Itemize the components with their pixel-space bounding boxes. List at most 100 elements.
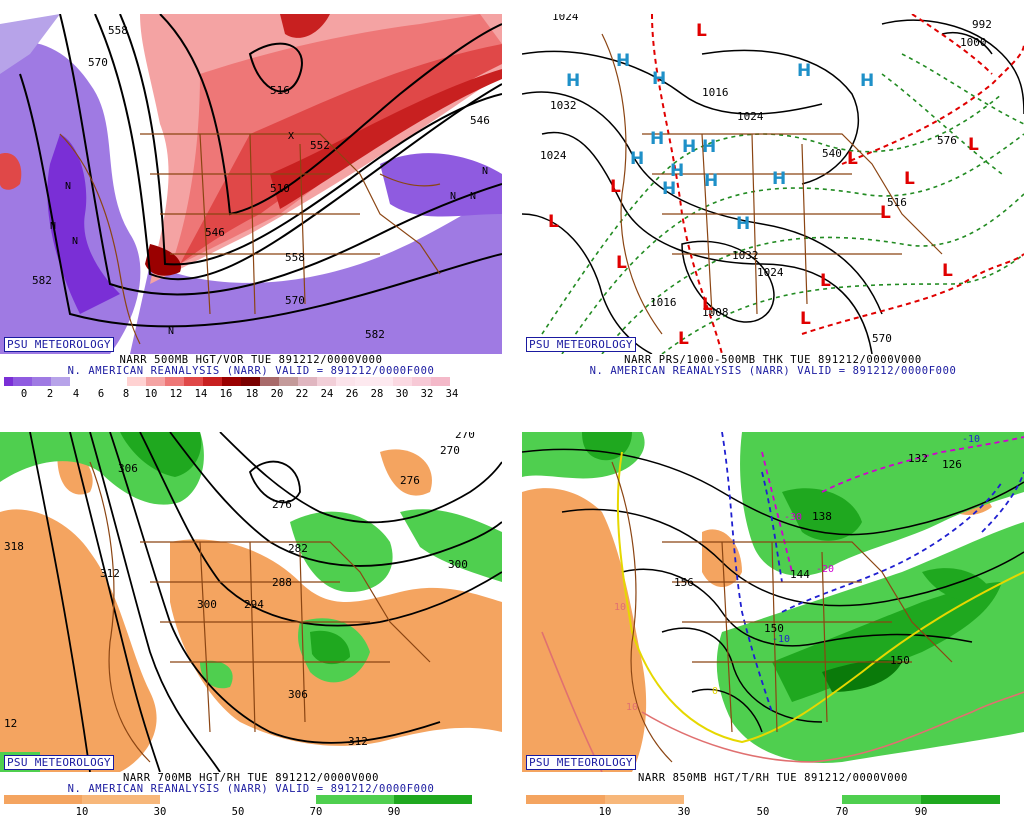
psu-badge: PSU METEOROLOGY	[4, 755, 114, 770]
high-pressure-marker: H	[662, 179, 676, 199]
isobar-label: 1008	[702, 306, 729, 319]
map-letter: N	[50, 221, 56, 232]
rh700-map: 306 318 312 276 276 270 282 288 294 300 …	[0, 432, 502, 772]
contour-label: 306	[118, 462, 138, 475]
contour-label: 294	[244, 598, 264, 611]
contour-label: 516	[270, 84, 290, 97]
high-pressure-marker: H	[772, 169, 786, 189]
high-pressure-marker: H	[616, 51, 630, 71]
contour-label: 582	[32, 274, 52, 287]
isobar-label: 1000	[960, 36, 987, 49]
product-line: NARR 850MB HGT/T/RH TUE 891212/0000V000	[638, 772, 908, 784]
valid-line: N. AMERICAN REANALYSIS (NARR) VALID = 89…	[589, 365, 957, 377]
rh850-map: 156 150 144 138 132 126 150 -10 -30 -20 …	[522, 432, 1024, 772]
psu-badge: PSU METEOROLOGY	[526, 755, 636, 770]
contour-label: 126	[942, 458, 962, 471]
high-pressure-marker: H	[652, 69, 666, 89]
low-pressure-marker: L	[696, 21, 707, 41]
isotherm-label: -20	[816, 564, 834, 575]
rh-colorbar	[4, 795, 472, 804]
vorticity-colorbar	[4, 377, 450, 386]
contour-label: 150	[764, 622, 784, 635]
contour-label: 558	[285, 251, 305, 264]
high-pressure-marker: H	[702, 137, 716, 157]
map-letter: N	[450, 191, 456, 202]
contour-label: 156	[674, 576, 694, 589]
contour-label: 276	[272, 498, 292, 511]
contour-label: 510	[270, 182, 290, 195]
contour-label: 318	[4, 540, 24, 553]
low-pressure-marker: L	[968, 135, 979, 155]
map-letter: N	[470, 191, 476, 202]
contour-label: 546	[470, 114, 490, 127]
high-pressure-marker: H	[797, 61, 811, 81]
low-pressure-marker: L	[678, 329, 689, 349]
isobar-label: 1024	[757, 266, 784, 279]
panel-pressure-thickness: 1024 1032 1024 1016 1024 1032 1024 1008 …	[522, 0, 1024, 400]
contour-label: 150	[890, 654, 910, 667]
contour-label: 282	[288, 542, 308, 555]
product-line: NARR PRS/1000-500MB THK TUE 891212/0000V…	[624, 354, 922, 366]
low-pressure-marker: L	[820, 271, 831, 291]
isotherm-label: -10	[962, 434, 980, 445]
low-pressure-marker: L	[616, 253, 627, 273]
high-pressure-marker: H	[704, 171, 718, 191]
isobar-label: 1024	[737, 110, 764, 123]
product-line: NARR 700MB HGT/RH TUE 891212/0000V000	[122, 772, 380, 784]
product-line: NARR 500MB HGT/VOR TUE 891212/0000V000	[119, 354, 383, 366]
contour-label: 132	[908, 452, 928, 465]
contour-label: 144	[790, 568, 810, 581]
contour-label: 546	[205, 226, 225, 239]
low-pressure-marker: L	[942, 261, 953, 281]
contour-label: 558	[108, 24, 128, 37]
valid-line: N. AMERICAN REANALYSIS (NARR) VALID = 89…	[67, 783, 435, 795]
isobar-label: 1032	[732, 249, 759, 262]
low-pressure-marker: L	[847, 149, 858, 169]
contour-label: 12	[4, 717, 17, 730]
contour-label: 300	[448, 558, 468, 571]
map-letter: N	[482, 166, 488, 177]
low-pressure-marker: L	[548, 212, 559, 232]
contour-label: 582	[365, 328, 385, 341]
contour-label: 312	[348, 735, 368, 748]
thickness-label: 516	[887, 196, 907, 209]
contour-label: 570	[88, 56, 108, 69]
psu-badge: PSU METEOROLOGY	[4, 337, 114, 352]
isotherm-label: 10	[614, 602, 626, 613]
isotherm-label: -30	[784, 512, 802, 523]
panel-500mb-vorticity: 558 570 516 546 552 582 570 582 546 558 …	[0, 0, 502, 400]
contour-label: 306	[288, 688, 308, 701]
isobar-label: 992	[972, 18, 992, 31]
isobar-label: 1024	[552, 14, 579, 23]
low-pressure-marker: L	[702, 295, 713, 315]
contour-label: 300	[197, 598, 217, 611]
contour-label: 270	[455, 432, 475, 441]
isobar-label: 1032	[550, 99, 577, 112]
isobar-label: 1016	[650, 296, 677, 309]
high-pressure-marker: H	[650, 129, 664, 149]
vorticity-map: 558 570 516 546 552 582 570 582 546 558 …	[0, 14, 502, 354]
psu-badge: PSU METEOROLOGY	[526, 337, 636, 352]
low-pressure-marker: L	[610, 177, 621, 197]
panel-850mb-temp-rh: 156 150 144 138 132 126 150 -10 -30 -20 …	[522, 418, 1024, 818]
low-pressure-marker: L	[880, 203, 891, 223]
rh-colorbar	[526, 795, 1000, 804]
map-letter: N	[168, 326, 174, 337]
high-pressure-marker: H	[860, 71, 874, 91]
contour-label: 312	[100, 567, 120, 580]
contour-label: 270	[440, 444, 460, 457]
high-pressure-marker: H	[736, 214, 750, 234]
isotherm-label: 10	[626, 702, 638, 713]
isotherm-label: 0	[712, 686, 718, 697]
high-pressure-marker: H	[566, 71, 580, 91]
contour-label: 138	[812, 510, 832, 523]
isobar-label: 1016	[702, 86, 729, 99]
valid-line: N. AMERICAN REANALYSIS (NARR) VALID = 89…	[67, 365, 435, 377]
thickness-label: 576	[937, 134, 957, 147]
low-pressure-marker: L	[800, 309, 811, 329]
thickness-label: 540	[822, 147, 842, 160]
map-letter: N	[72, 236, 78, 247]
high-pressure-marker: H	[682, 137, 696, 157]
thickness-label: 570	[872, 332, 892, 345]
map-letter: N	[65, 181, 71, 192]
